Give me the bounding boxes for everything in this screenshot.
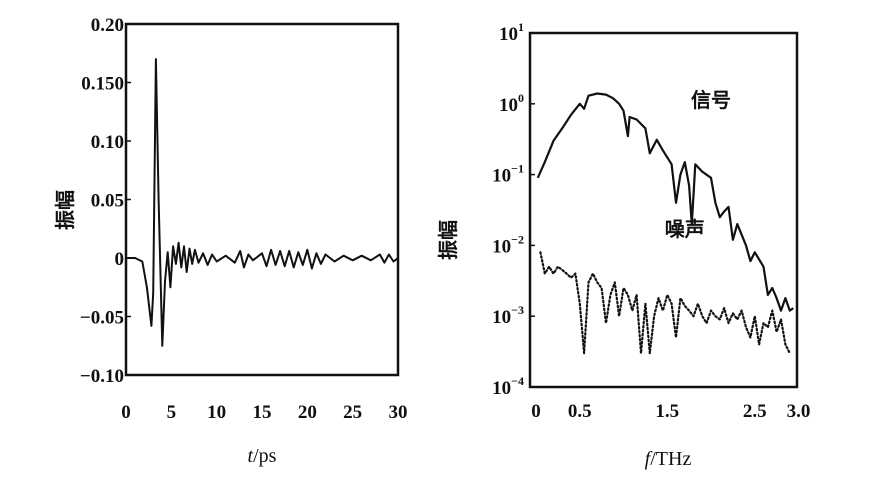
y-tick-label: 0.20 [91, 15, 124, 36]
y-tick-label: 10−4 [492, 374, 524, 399]
y-tick-label: 100 [499, 91, 524, 116]
x-tick-label: 25 [343, 402, 362, 423]
frequency-domain-chart: 振幅 f/THz 101 100 10−1 10−2 10−3 10−4 0 0.5 1.5 2.… [436, 20, 810, 470]
x-tick-label: 10 [207, 402, 226, 423]
y-tick-label: −0.10 [80, 366, 124, 387]
x-tick-label: 1.5 [655, 401, 679, 422]
x-tick-label: 3.0 [787, 401, 811, 422]
time-domain-chart: 振幅 t/ps 0.20 0.150 0.10 0.05 0 −0.05 −0.10 0 5 10… [53, 15, 408, 467]
y-tick-label: 0.05 [91, 191, 124, 212]
y-tick-label: 10−1 [492, 162, 524, 187]
signal-spectrum-line [536, 92, 794, 312]
y-tick-label: 10−2 [492, 232, 524, 257]
y-tick-label: 0.10 [91, 132, 124, 153]
x-tick-label: 0 [531, 401, 541, 422]
plot-frame [124, 22, 400, 377]
y-tick-label: 0.150 [81, 74, 124, 95]
y-tick-label: −0.05 [80, 308, 124, 329]
right-ylabel: 振幅 [436, 220, 460, 260]
x-tick-label: 0.5 [568, 401, 592, 422]
plot-frame [528, 31, 799, 389]
x-tick-label: 15 [253, 402, 272, 423]
x-tick-label: 0 [121, 402, 131, 423]
left-ylabel: 振幅 [53, 190, 77, 230]
y-tick-label: 0 [115, 249, 125, 270]
x-tick-label: 20 [298, 402, 317, 423]
x-tick-label: 5 [167, 402, 177, 423]
y-tick-label: 101 [499, 20, 524, 45]
right-xlabel: f/THz [645, 448, 692, 470]
noise-annotation: 噪声 [665, 217, 705, 241]
y-tick-label: 10−3 [492, 303, 524, 328]
left-xlabel: t/ps [248, 445, 277, 467]
waveform-line [126, 58, 399, 347]
noise-spectrum-line [539, 251, 791, 355]
x-tick-label: 2.5 [743, 401, 767, 422]
signal-annotation: 信号 [691, 88, 731, 112]
x-tick-label: 30 [389, 402, 408, 423]
